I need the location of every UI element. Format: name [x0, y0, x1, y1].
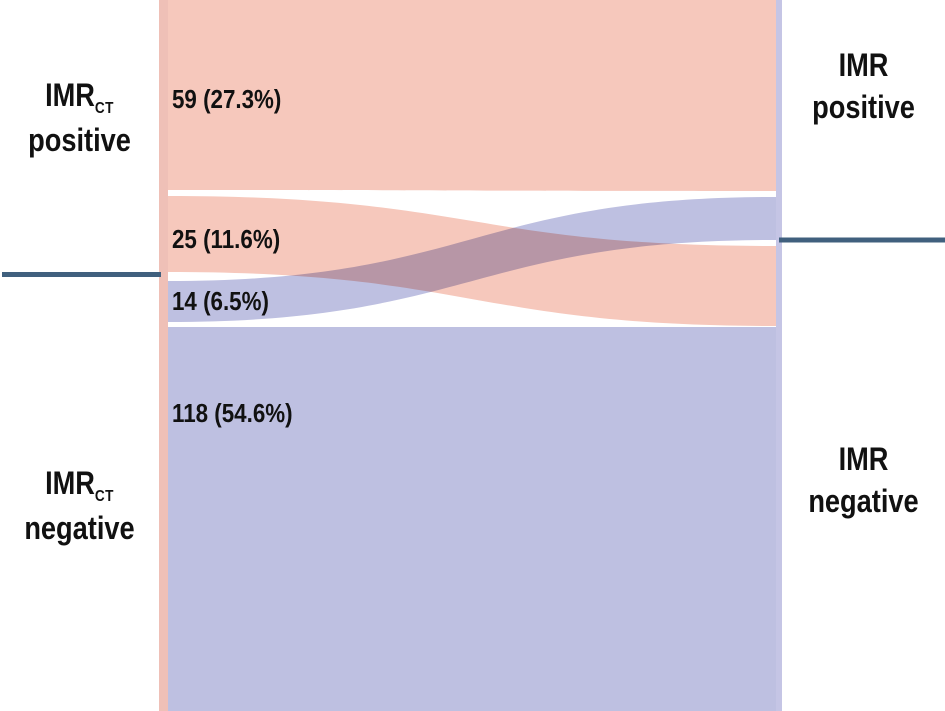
flow-band-59	[168, 0, 776, 191]
right-node-label-negative: IMR negative	[794, 438, 933, 522]
flow-value-label-25: 25 (11.6%)	[172, 224, 281, 254]
right-node-label-negative-line2: negative	[808, 483, 919, 520]
left-node-bar	[159, 0, 168, 711]
flow-band-118	[168, 327, 776, 711]
right-node-label-positive-line2: positive	[812, 89, 915, 126]
right-node-label-negative-line1: IMR	[838, 441, 889, 477]
flow-value-label-14: 14 (6.5%)	[172, 286, 269, 316]
flow-value-label-118: 118 (54.6%)	[172, 398, 293, 428]
subscript-ct: CT	[94, 488, 114, 506]
right-node-label-positive: IMR positive	[794, 44, 933, 128]
flow-value-label-59: 59 (27.3%)	[172, 84, 282, 114]
left-node-label-negative: IMRCT negative	[12, 462, 147, 550]
left-node-label-negative-line1: IMRCT	[45, 465, 114, 506]
flow-band-14	[168, 197, 776, 322]
subscript-ct: CT	[94, 100, 114, 118]
right-node-bar	[776, 0, 782, 711]
left-node-label-positive: IMRCT positive	[12, 74, 147, 162]
left-node-label-positive-line2: positive	[28, 122, 131, 159]
left-node-label-positive-line1: IMRCT	[45, 77, 114, 118]
right-node-label-positive-line1: IMR	[838, 47, 889, 83]
left-node-label-negative-line2: negative	[24, 510, 135, 547]
flow-bands	[168, 0, 776, 711]
